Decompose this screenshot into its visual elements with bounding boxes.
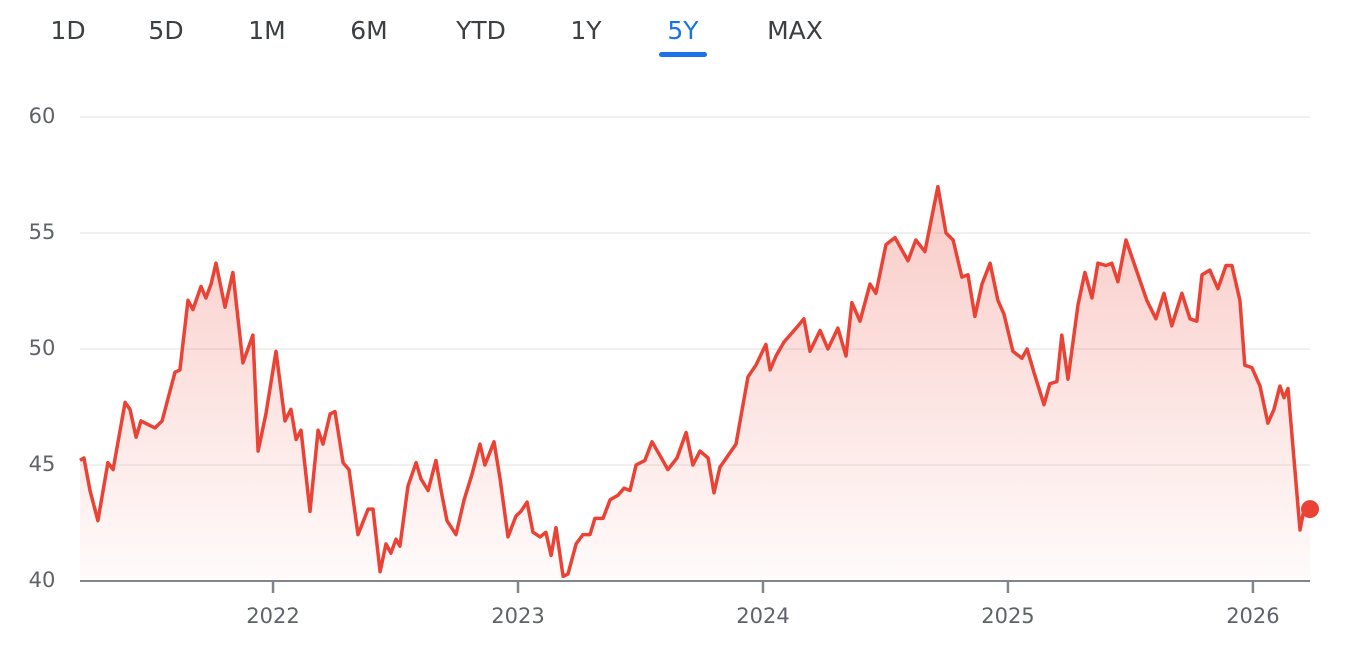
range-tab[interactable]: YTD bbox=[455, 16, 506, 45]
price-line bbox=[79, 184, 1312, 579]
range-tab[interactable]: 6M bbox=[350, 16, 387, 45]
range-tab[interactable]: 1D bbox=[50, 16, 85, 45]
x-tick-label: 2026 bbox=[1226, 604, 1279, 628]
end-dot bbox=[1301, 500, 1319, 519]
y-tick-label: 55 bbox=[29, 220, 56, 244]
range-tab[interactable]: 1M bbox=[248, 16, 285, 45]
x-tick-label: 2022 bbox=[246, 604, 299, 628]
x-tick-label: 2023 bbox=[491, 604, 544, 628]
area-fill bbox=[80, 186, 1310, 581]
range-tab[interactable]: MAX bbox=[767, 16, 823, 45]
range-tab[interactable]: 5Y bbox=[667, 16, 699, 45]
x-tick-label: 2024 bbox=[736, 604, 789, 628]
y-tick-label: 60 bbox=[29, 104, 56, 128]
x-tick-label: 2025 bbox=[981, 604, 1034, 628]
tab-underline bbox=[659, 52, 707, 57]
y-tick-label: 40 bbox=[29, 568, 56, 592]
y-tick-label: 50 bbox=[29, 336, 56, 360]
range-tab[interactable]: 1Y bbox=[570, 16, 602, 45]
range-tab[interactable]: 5D bbox=[148, 16, 183, 45]
y-tick-label: 45 bbox=[29, 452, 56, 476]
